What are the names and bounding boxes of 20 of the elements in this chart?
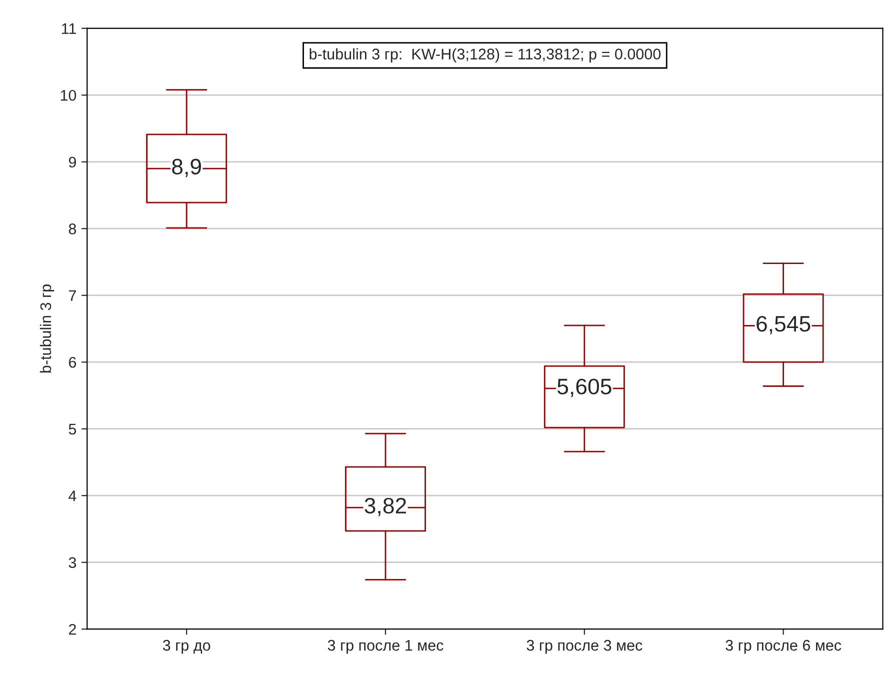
x-tick-label: 3 гр после 3 мес [526, 640, 642, 654]
x-tick-label: 3 гр после 6 мес [726, 640, 842, 654]
y-axis-title: b-tubulin 3 гр [40, 284, 54, 373]
y-tick-label: 11 [62, 23, 76, 34]
text: 6,545 [756, 316, 810, 334]
y-tick-label: 9 [68, 156, 76, 168]
y-tick-label: 7 [68, 290, 76, 301]
y-tick-label: 4 [68, 490, 76, 502]
x-tick-label: 3 гр до [162, 640, 210, 654]
annotation: b-tubulin 3 гр: KW-H(3;128) = 113,3812; p = 0.0000 [310, 48, 661, 63]
text: 8,9 [172, 158, 201, 178]
y-tick-label: 6 [68, 356, 76, 368]
text: 5,605 [557, 378, 612, 398]
y-tick-label: 5 [68, 424, 76, 435]
y-tick-label: 3 [68, 557, 76, 568]
text: 3,82 [364, 498, 406, 516]
y-tick-label: 10 [60, 90, 76, 101]
y-tick-label: 2 [68, 624, 76, 635]
y-tick-label: 8 [68, 223, 76, 234]
x-tick-label: 3 гр после 1 мес [328, 640, 444, 654]
